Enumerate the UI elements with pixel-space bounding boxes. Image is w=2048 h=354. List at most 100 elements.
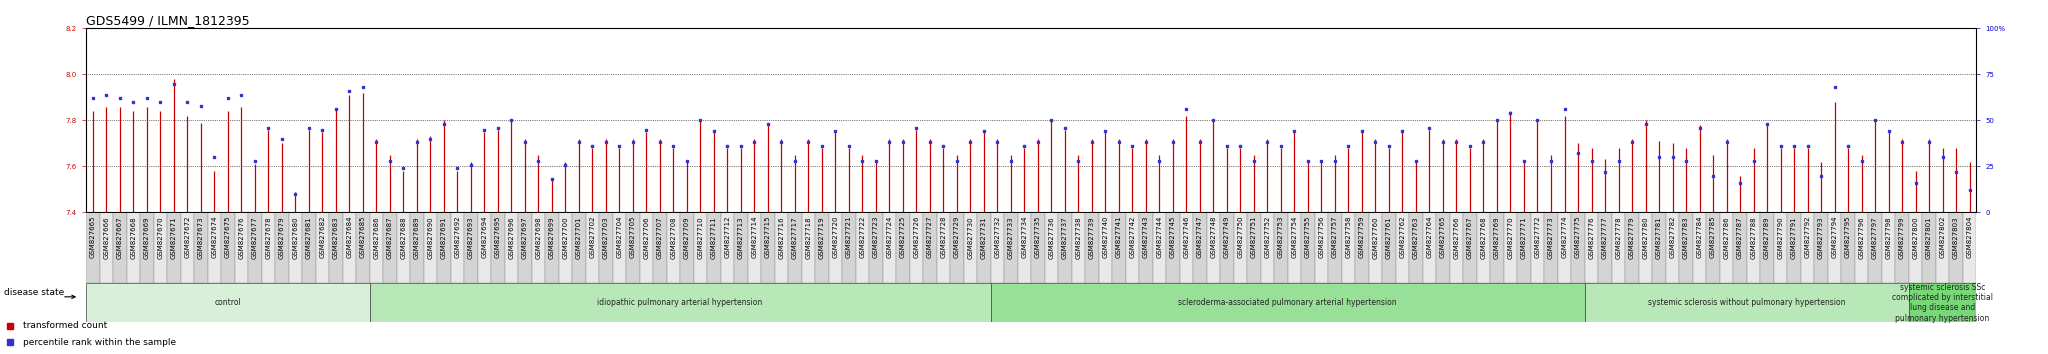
Bar — [100, 212, 113, 283]
Bar — [1638, 212, 1653, 283]
Bar — [936, 212, 950, 283]
Text: GSM827765: GSM827765 — [1440, 216, 1446, 258]
Bar — [1761, 212, 1774, 283]
Bar — [1221, 212, 1233, 283]
Text: GSM827776: GSM827776 — [1589, 216, 1595, 258]
Text: GSM827724: GSM827724 — [887, 216, 893, 258]
Bar — [154, 212, 168, 283]
Text: GSM827748: GSM827748 — [1210, 216, 1217, 258]
Text: GSM827712: GSM827712 — [725, 216, 731, 258]
Text: control: control — [215, 298, 242, 307]
Bar — [788, 212, 801, 283]
Text: GSM827795: GSM827795 — [1845, 216, 1851, 258]
Bar — [1827, 212, 1841, 283]
Bar — [1397, 212, 1409, 283]
Bar — [801, 212, 815, 283]
Text: GSM827797: GSM827797 — [1872, 216, 1878, 258]
Bar — [1450, 212, 1462, 283]
Text: GSM827729: GSM827729 — [954, 216, 961, 258]
Text: GSM827716: GSM827716 — [778, 216, 784, 258]
Text: GSM827666: GSM827666 — [102, 216, 109, 258]
Text: GSM827720: GSM827720 — [831, 216, 838, 258]
Bar — [1341, 212, 1356, 283]
Bar — [1544, 212, 1559, 283]
Text: GSM827800: GSM827800 — [1913, 216, 1919, 258]
Bar — [1788, 212, 1800, 283]
Text: GSM827779: GSM827779 — [1628, 216, 1634, 258]
Bar — [397, 212, 410, 283]
Bar — [369, 283, 991, 322]
Bar — [1044, 212, 1059, 283]
Text: GSM827689: GSM827689 — [414, 216, 420, 258]
Bar — [1126, 212, 1139, 283]
Bar — [977, 212, 991, 283]
Bar — [707, 212, 721, 283]
Text: GSM827730: GSM827730 — [967, 216, 973, 258]
Text: GSM827703: GSM827703 — [602, 216, 608, 258]
Bar — [1288, 212, 1300, 283]
Text: GSM827747: GSM827747 — [1196, 216, 1202, 258]
Bar — [207, 212, 221, 283]
Bar — [1462, 212, 1477, 283]
Bar — [86, 212, 100, 283]
Text: GSM827763: GSM827763 — [1413, 216, 1419, 258]
Text: GSM827801: GSM827801 — [1925, 216, 1931, 258]
Text: GSM827708: GSM827708 — [670, 216, 676, 258]
Text: GSM827775: GSM827775 — [1575, 216, 1581, 258]
Bar — [653, 212, 666, 283]
Text: GSM827704: GSM827704 — [616, 216, 623, 258]
Bar — [1585, 212, 1597, 283]
Bar — [991, 212, 1004, 283]
Text: GSM827735: GSM827735 — [1034, 216, 1040, 258]
Text: GSM827787: GSM827787 — [1737, 216, 1743, 258]
Text: GSM827713: GSM827713 — [737, 216, 743, 258]
Text: GSM827745: GSM827745 — [1169, 216, 1176, 258]
Bar — [774, 212, 788, 283]
Text: GSM827752: GSM827752 — [1264, 216, 1270, 258]
Text: GSM827783: GSM827783 — [1683, 216, 1690, 258]
Text: GSM827777: GSM827777 — [1602, 216, 1608, 258]
Text: GSM827759: GSM827759 — [1360, 216, 1364, 258]
Bar — [842, 212, 856, 283]
Bar — [1436, 212, 1450, 283]
Text: GSM827781: GSM827781 — [1657, 216, 1663, 258]
Bar — [1679, 212, 1694, 283]
Text: GSM827784: GSM827784 — [1696, 216, 1702, 258]
Bar — [1653, 212, 1665, 283]
Bar — [1559, 212, 1571, 283]
Bar — [1585, 283, 1909, 322]
Text: GSM827693: GSM827693 — [467, 216, 473, 258]
Bar — [1153, 212, 1165, 283]
Text: GSM827728: GSM827728 — [940, 216, 946, 258]
Text: GSM827670: GSM827670 — [158, 216, 164, 258]
Text: GSM827755: GSM827755 — [1305, 216, 1311, 258]
Bar — [748, 212, 762, 283]
Text: GSM827751: GSM827751 — [1251, 216, 1257, 258]
Bar — [600, 212, 612, 283]
Bar — [571, 212, 586, 283]
Bar — [1950, 212, 1962, 283]
Bar — [1071, 212, 1085, 283]
Bar — [315, 212, 330, 283]
Bar — [424, 212, 436, 283]
Bar — [1720, 212, 1733, 283]
Bar — [924, 212, 936, 283]
Text: GSM827665: GSM827665 — [90, 216, 96, 258]
Text: disease state: disease state — [4, 289, 66, 297]
Text: GSM827692: GSM827692 — [455, 216, 461, 258]
Text: GSM827785: GSM827785 — [1710, 216, 1716, 258]
Text: GSM827678: GSM827678 — [266, 216, 270, 258]
Bar — [909, 212, 924, 283]
Text: systemic sclerosis SSc
complicated by interstitial
lung disease and
pulmonary hy: systemic sclerosis SSc complicated by in… — [1892, 282, 1993, 323]
Text: GSM827671: GSM827671 — [170, 216, 176, 258]
Text: GSM827699: GSM827699 — [549, 216, 555, 258]
Text: GSM827788: GSM827788 — [1751, 216, 1757, 258]
Text: GSM827721: GSM827721 — [846, 216, 852, 258]
Text: GSM827686: GSM827686 — [373, 216, 379, 258]
Text: GSM827790: GSM827790 — [1778, 216, 1784, 258]
Text: GSM827778: GSM827778 — [1616, 216, 1622, 258]
Text: GSM827739: GSM827739 — [1090, 216, 1096, 258]
Bar — [465, 212, 477, 283]
Text: GSM827717: GSM827717 — [793, 216, 799, 258]
Text: GSM827789: GSM827789 — [1763, 216, 1769, 258]
